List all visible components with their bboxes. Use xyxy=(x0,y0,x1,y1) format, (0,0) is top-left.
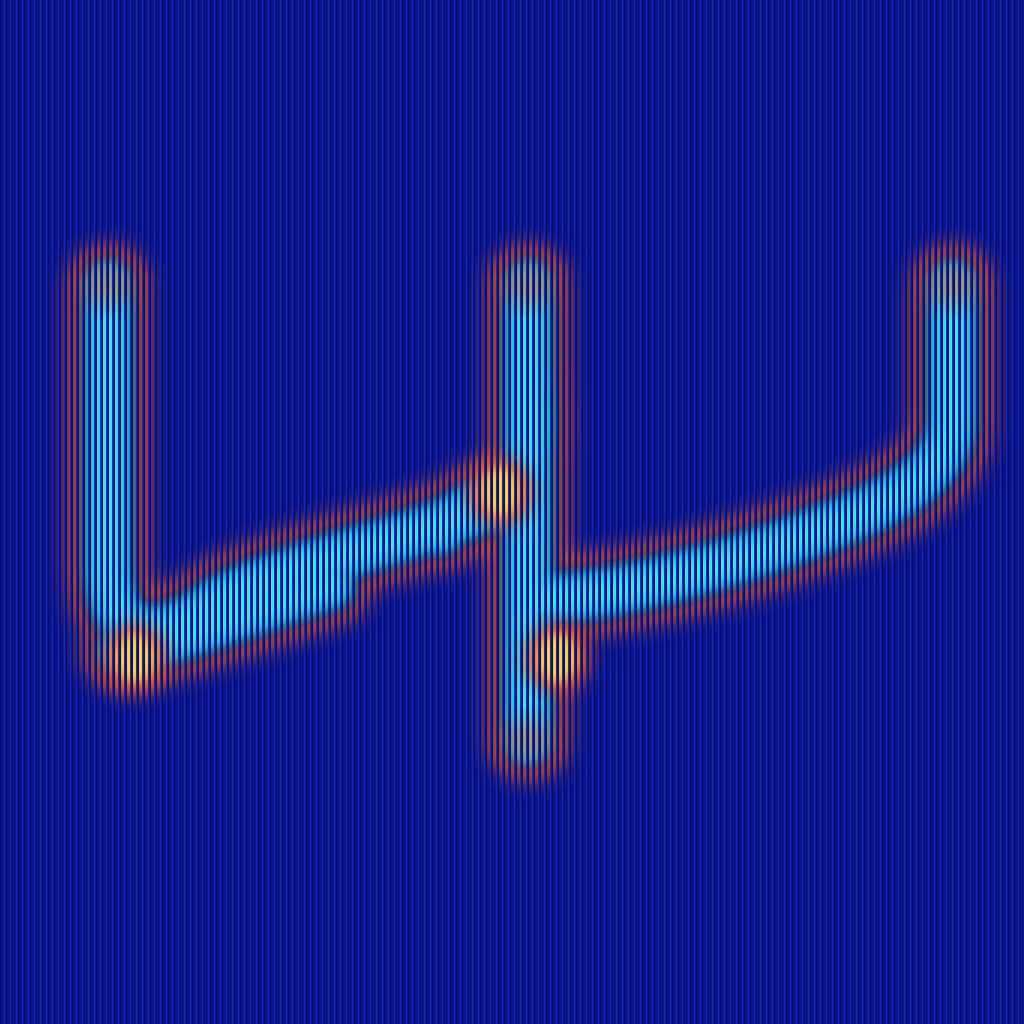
stroke-tip-1 xyxy=(498,261,558,309)
hotspot-left xyxy=(115,634,155,682)
hotspot-center-bottom xyxy=(537,634,577,682)
stroke-cyan-core xyxy=(96,273,964,752)
stroke-glow xyxy=(66,243,994,782)
stroke-tip-0 xyxy=(78,261,138,309)
stroke-tip-2 xyxy=(922,261,982,309)
hotspot-center-top xyxy=(480,468,520,516)
stroke-tip-3 xyxy=(498,716,558,764)
